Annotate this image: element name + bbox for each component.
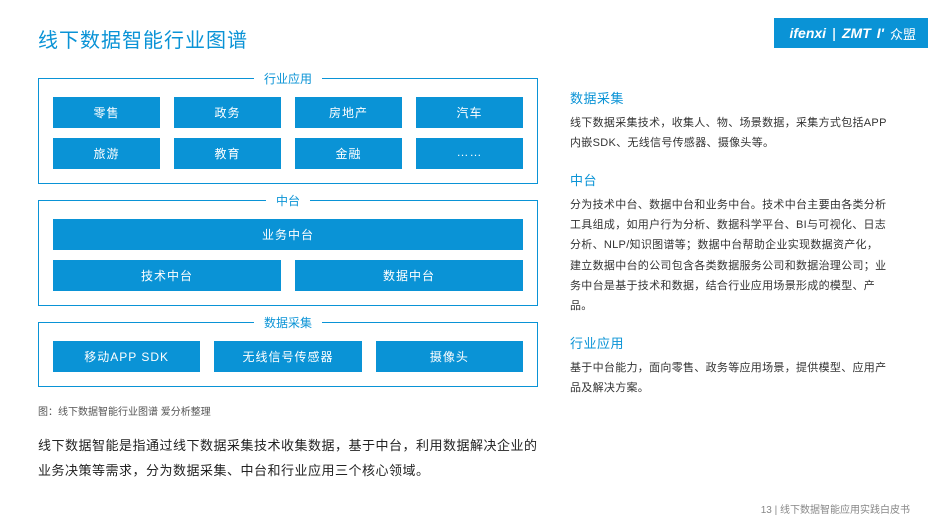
diagram-paragraph: 线下数据智能是指通过线下数据采集技术收集数据，基于中台，利用数据解决企业的业务决… <box>38 434 538 483</box>
chip-industry: …… <box>416 138 523 169</box>
chip-industry: 政务 <box>174 97 281 128</box>
diagram-column: 行业应用 零售 政务 房地产 汽车 旅游 教育 金融 …… 中台 业务中台 技术… <box>38 78 538 483</box>
brand-zmt: ZMT <box>842 25 871 41</box>
panel-industry-label: 行业应用 <box>254 70 322 87</box>
doc-title: 线下数据智能应用实践白皮书 <box>780 505 910 516</box>
page-number: 13 <box>761 505 772 516</box>
panel-middle-label: 中台 <box>266 192 310 209</box>
chip-middle: 技术中台 <box>53 260 281 291</box>
chip-middle-full: 业务中台 <box>53 219 523 250</box>
chip-industry: 零售 <box>53 97 160 128</box>
page-title: 线下数据智能行业图谱 <box>38 24 248 53</box>
diagram-caption: 图：线下数据智能行业图谱 爱分析整理 <box>38 403 538 418</box>
panel-industry: 行业应用 零售 政务 房地产 汽车 旅游 教育 金融 …… <box>38 78 538 184</box>
text-column: 数据采集 线下数据采集技术，收集人、物、场景数据，采集方式包括APP内嵌SDK、… <box>570 88 888 414</box>
brand-strip: ifenxi | ZMT I' 众盟 <box>774 18 928 48</box>
chip-industry: 教育 <box>174 138 281 169</box>
section-industry-body: 基于中台能力，面向零售、政务等应用场景，提供模型、应用产品及解决方案。 <box>570 358 888 399</box>
chip-industry: 旅游 <box>53 138 160 169</box>
section-collect-title: 数据采集 <box>570 88 888 107</box>
panel-collect: 数据采集 移动APP SDK 无线信号传感器 摄像头 <box>38 322 538 387</box>
section-industry-title: 行业应用 <box>570 333 888 352</box>
brand-tail: I' <box>877 25 884 41</box>
brand-separator: | <box>832 25 836 41</box>
panel-middle: 中台 业务中台 技术中台 数据中台 <box>38 200 538 306</box>
chip-middle: 数据中台 <box>295 260 523 291</box>
section-collect-body: 线下数据采集技术，收集人、物、场景数据，采集方式包括APP内嵌SDK、无线信号传… <box>570 113 888 154</box>
section-middle: 中台 分为技术中台、数据中台和业务中台。技术中台主要由各类分析工具组成，如用户行… <box>570 170 888 317</box>
chip-industry: 房地产 <box>295 97 402 128</box>
page-footer: 13 | 线下数据智能应用实践白皮书 <box>761 501 910 516</box>
chip-industry: 金融 <box>295 138 402 169</box>
chip-collect: 摄像头 <box>376 341 523 372</box>
chip-collect: 移动APP SDK <box>53 341 200 372</box>
chip-industry: 汽车 <box>416 97 523 128</box>
brand-cn: 众盟 <box>890 24 916 43</box>
section-middle-title: 中台 <box>570 170 888 189</box>
section-middle-body: 分为技术中台、数据中台和业务中台。技术中台主要由各类分析工具组成，如用户行为分析… <box>570 195 888 317</box>
panel-collect-label: 数据采集 <box>254 314 322 331</box>
section-industry: 行业应用 基于中台能力，面向零售、政务等应用场景，提供模型、应用产品及解决方案。 <box>570 333 888 399</box>
chip-collect: 无线信号传感器 <box>214 341 361 372</box>
section-collect: 数据采集 线下数据采集技术，收集人、物、场景数据，采集方式包括APP内嵌SDK、… <box>570 88 888 154</box>
brand-ifenxi: ifenxi <box>790 25 827 41</box>
